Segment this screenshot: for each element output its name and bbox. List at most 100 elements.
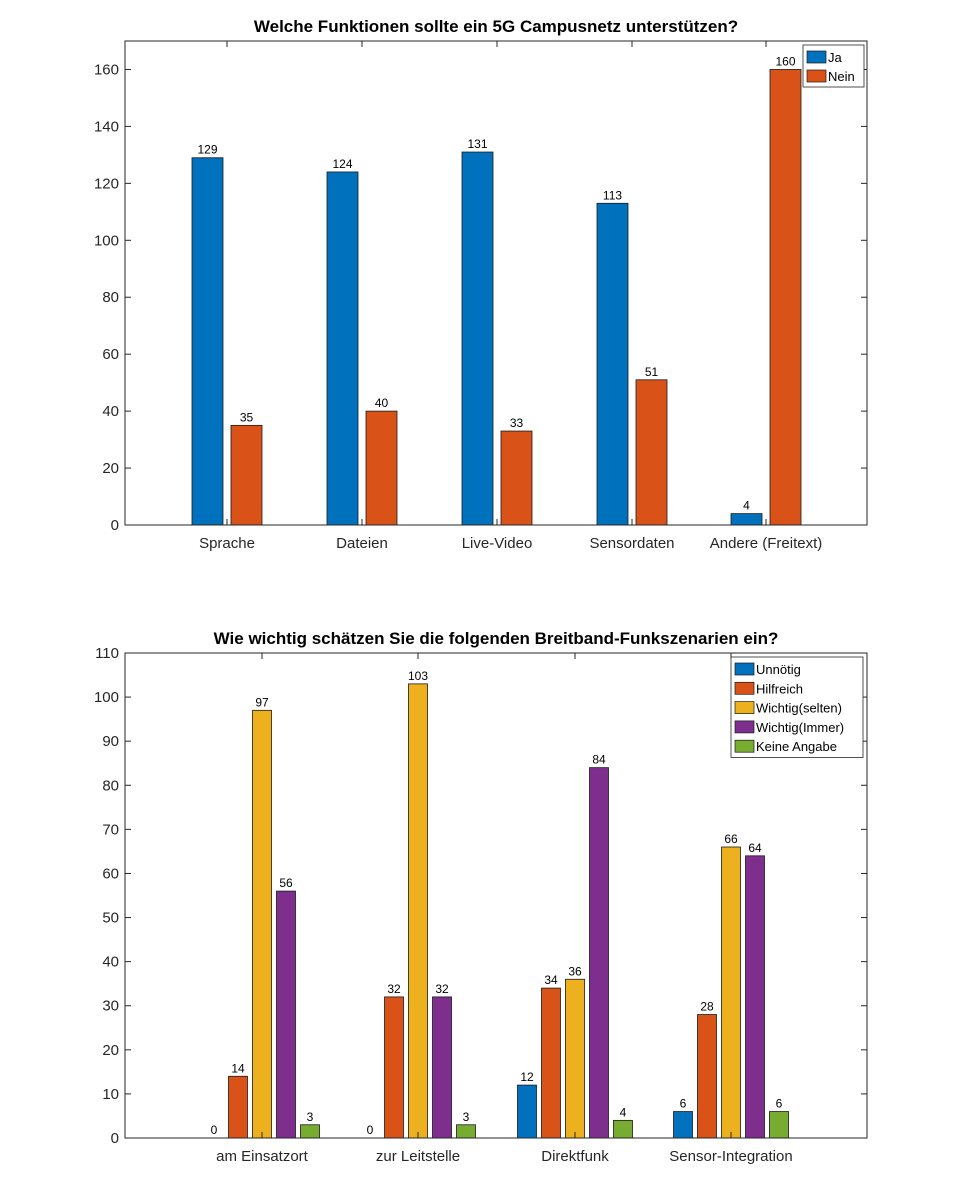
legend-swatch (806, 50, 827, 64)
chart-1-y-axis: 0 20 40 60 80 100 120 140 160 (94, 61, 867, 534)
bar (769, 1111, 789, 1139)
y-tick-label: 80 (102, 777, 119, 794)
data-label: 0 (211, 1123, 218, 1137)
data-label: 3 (463, 1110, 470, 1124)
y-tick-label: 20 (102, 460, 119, 477)
data-label: 3 (307, 1110, 314, 1124)
y-tick-label: 80 (102, 289, 119, 306)
y-tick-label: 90 (102, 733, 119, 750)
x-tick-label: Sensor-Integration (669, 1148, 792, 1165)
bar (326, 171, 359, 526)
bar (769, 69, 802, 526)
bar (252, 709, 272, 1139)
chart-2-bars (228, 683, 789, 1139)
bar (432, 996, 452, 1139)
legend-swatch (734, 662, 755, 676)
bar (565, 978, 585, 1139)
y-tick-label: 10 (102, 1086, 119, 1103)
x-tick-label: Direktfunk (541, 1148, 609, 1165)
data-label: 34 (544, 973, 558, 987)
legend-label: Hilfreich (756, 681, 803, 696)
bar (596, 202, 629, 526)
chart-scenarios: Wie wichtig schätzen Sie die folgenden B… (94, 629, 868, 1165)
bar (697, 1014, 717, 1139)
legend-swatch (734, 739, 755, 753)
bar (276, 890, 296, 1139)
y-tick-label: 0 (111, 517, 119, 534)
data-label: 0 (367, 1123, 374, 1137)
bar (300, 1124, 320, 1139)
bar (589, 767, 609, 1139)
data-label: 36 (568, 964, 582, 978)
data-label: 40 (375, 396, 389, 410)
data-label: 160 (775, 54, 795, 68)
data-label: 6 (680, 1097, 687, 1111)
y-tick-label: 40 (102, 954, 119, 971)
y-tick-label: 30 (102, 998, 119, 1015)
x-tick-label: am Einsatzort (216, 1148, 309, 1165)
bar (730, 513, 763, 526)
bar (635, 379, 668, 526)
y-tick-label: 120 (94, 175, 119, 192)
legend-label: Unnötig (756, 662, 801, 677)
bar (613, 1119, 633, 1139)
data-label: 103 (408, 669, 428, 683)
x-tick-label: Live-Video (462, 535, 533, 552)
y-tick-label: 0 (111, 1130, 119, 1147)
chart-2-x-axis: am Einsatzort zur Leitstelle Direktfunk Sen… (216, 653, 793, 1165)
data-label: 129 (197, 143, 217, 157)
data-label: 66 (724, 832, 738, 846)
chart-1-title: Welche Funktionen sollte ein 5G Campusne… (254, 17, 738, 36)
y-tick-label: 110 (95, 645, 119, 662)
y-tick-label: 40 (102, 403, 119, 420)
y-tick-label: 50 (102, 910, 119, 927)
data-label: 64 (748, 841, 762, 855)
data-label: 124 (332, 157, 352, 171)
data-label: 12 (520, 1070, 534, 1084)
data-label: 113 (603, 188, 622, 202)
y-tick-label: 20 (102, 1042, 119, 1059)
data-label: 4 (620, 1105, 627, 1119)
bar (384, 996, 404, 1139)
data-label: 51 (645, 365, 659, 379)
bar (673, 1111, 693, 1139)
y-tick-label: 140 (94, 118, 119, 135)
data-label: 32 (435, 982, 449, 996)
chart-1-bars (191, 69, 802, 526)
chart-functions: Welche Funktionen sollte ein 5G Campusne… (94, 17, 868, 552)
legend-swatch (734, 701, 755, 714)
x-tick-label: Andere (Freitext) (710, 535, 823, 552)
y-tick-label: 160 (94, 61, 119, 78)
legend-label: Wichtig(selten) (756, 701, 842, 716)
data-label: 131 (467, 137, 487, 151)
legend-swatch (734, 681, 755, 695)
bar (461, 151, 494, 526)
legend-swatch (806, 69, 827, 83)
data-label: 32 (387, 982, 401, 996)
bar (517, 1084, 537, 1139)
legend-label: Nein (828, 69, 855, 84)
data-label: 56 (279, 876, 293, 890)
bar (365, 410, 398, 526)
chart-1-data-labels: 129 35 124 40 131 33 113 51 4 160 (197, 54, 795, 512)
chart-2-title: Wie wichtig schätzen Sie die folgenden B… (214, 629, 779, 648)
data-label: 28 (700, 1000, 714, 1014)
y-tick-label: 60 (102, 346, 119, 363)
bar (745, 855, 765, 1139)
x-tick-label: Sensordaten (589, 535, 674, 552)
bar (456, 1124, 476, 1139)
legend-label: Wichtig(Immer) (756, 720, 844, 735)
y-tick-label: 100 (94, 232, 119, 249)
legend-label: Ja (828, 50, 843, 65)
bar (408, 683, 428, 1139)
bar (228, 1075, 248, 1139)
chart-2-legend: Unnötig Hilfreich Wichtig(selten) Wichtig(I… (730, 656, 864, 758)
bar (230, 424, 263, 526)
data-label: 35 (240, 410, 254, 424)
chart-1-x-axis: Sprache Dateien Live-Video Sensordaten Ander… (199, 41, 822, 552)
bar (541, 987, 561, 1139)
x-tick-label: Dateien (336, 535, 388, 552)
bar (500, 430, 533, 526)
y-tick-label: 100 (94, 689, 119, 706)
